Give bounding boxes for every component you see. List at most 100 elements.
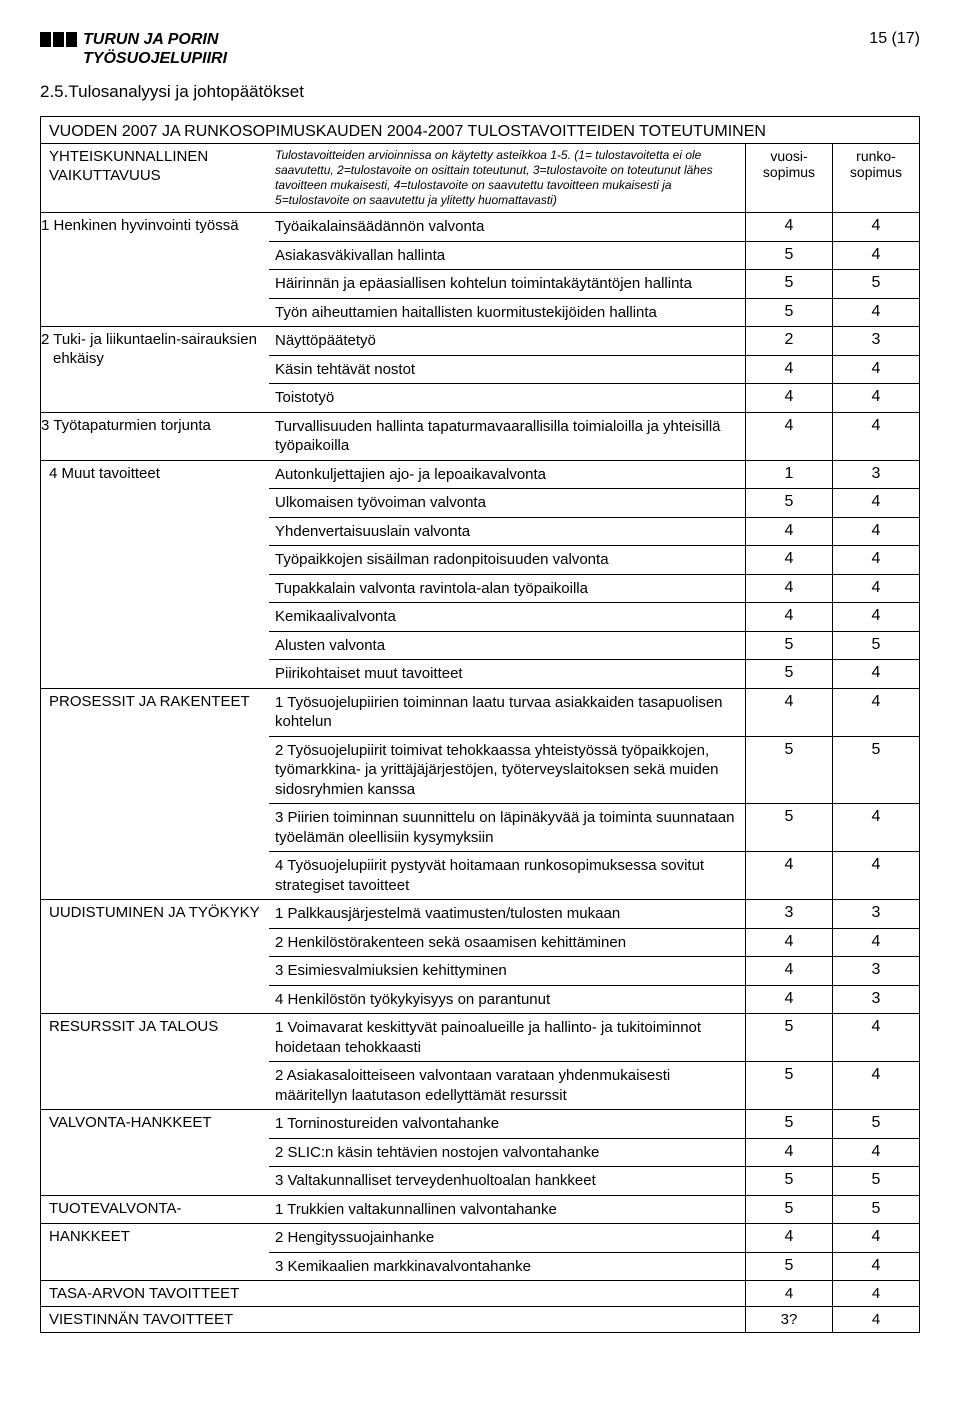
vuosi-value: 4: [746, 384, 833, 413]
vuosi-value: 4: [746, 688, 833, 736]
vuosi-value: 4: [746, 517, 833, 546]
row-text: 3 Kemikaalien markkinavalvontahanke: [269, 1252, 746, 1281]
row-text: Asiakasväkivallan hallinta: [269, 241, 746, 270]
runko-value: 4: [833, 852, 920, 900]
row-text: Piirikohtaiset muut tavoitteet: [269, 660, 746, 689]
org-line2: TYÖSUOJELUPIIRI: [83, 49, 227, 68]
org-title: TURUN JA PORIN TYÖSUOJELUPIIRI: [83, 30, 227, 68]
row-text: 3 Valtakunnalliset terveydenhuoltoalan h…: [269, 1167, 746, 1196]
group-label: 1 Henkinen hyvinvointi työssä: [41, 213, 269, 327]
section-heading: 2.5.Tulosanalyysi ja johtopäätökset: [40, 82, 920, 102]
runko-value: 4: [833, 489, 920, 518]
vuosi-value: 4: [746, 1281, 833, 1307]
row-text: 1 Palkkausjärjestelmä vaatimusten/tulost…: [269, 900, 746, 929]
runko-value: 5: [833, 1195, 920, 1224]
row-text: Näyttöpäätetyö: [269, 327, 746, 356]
org-line1: TURUN JA PORIN: [83, 30, 227, 49]
runko-value: 5: [833, 631, 920, 660]
vuosi-value: 4: [746, 213, 833, 242]
vuosi-value: 4: [746, 928, 833, 957]
runko-value: 4: [833, 384, 920, 413]
row-text: Ulkomaisen työvoiman valvonta: [269, 489, 746, 518]
results-table: YHTEISKUNNALLINEN VAIKUTTAVUUSTulostavoi…: [41, 143, 919, 1332]
footer-label: TASA-ARVON TAVOITTEET: [41, 1281, 746, 1307]
row-text: 1 Voimavarat keskittyvät painoalueille j…: [269, 1014, 746, 1062]
row-text: Työaikalainsäädännön valvonta: [269, 213, 746, 242]
row-text: Toistotyö: [269, 384, 746, 413]
runko-value: 4: [833, 660, 920, 689]
vuosi-value: 4: [746, 985, 833, 1014]
footer-label: VIESTINNÄN TAVOITTEET: [41, 1307, 746, 1333]
runko-value: 4: [833, 1062, 920, 1110]
vuosi-value: 4: [746, 852, 833, 900]
runko-value: 4: [833, 1281, 920, 1307]
group-label: 2 Tuki- ja liikuntaelin-sairauksien ehkä…: [41, 327, 269, 413]
col-head-vuosi: vuosi-sopimus: [746, 144, 833, 213]
runko-value: 5: [833, 1167, 920, 1196]
row-text: 3 Esimiesvalmiuksien kehittyminen: [269, 957, 746, 986]
scale-note: Tulostavoitteiden arvioinnissa on käytet…: [269, 144, 746, 213]
row-text: 1 Työsuojelupiirien toiminnan laatu turv…: [269, 688, 746, 736]
vuosi-value: 4: [746, 957, 833, 986]
group-label: 3 Työtapaturmien torjunta: [41, 412, 269, 460]
row-text: 4 Henkilöstön työkykyisyys on parantunut: [269, 985, 746, 1014]
runko-value: 4: [833, 688, 920, 736]
runko-value: 3: [833, 900, 920, 929]
runko-value: 4: [833, 1138, 920, 1167]
row-text: 3 Piirien toiminnan suunnittelu on läpin…: [269, 804, 746, 852]
col-head-runko: runko-sopimus: [833, 144, 920, 213]
runko-value: 3: [833, 460, 920, 489]
group-label: 4 Muut tavoitteet: [41, 460, 269, 688]
vuosi-value: 5: [746, 489, 833, 518]
vuosi-value: 3?: [746, 1307, 833, 1333]
runko-value: 4: [833, 1252, 920, 1281]
row-text: Yhdenvertaisuuslain valvonta: [269, 517, 746, 546]
vuosi-value: 5: [746, 660, 833, 689]
runko-value: 4: [833, 355, 920, 384]
runko-value: 3: [833, 327, 920, 356]
runko-value: 5: [833, 736, 920, 804]
row-text: 1 Trukkien valtakunnallinen valvontahank…: [269, 1195, 746, 1224]
row-text: Työn aiheuttamien haitallisten kuormitus…: [269, 298, 746, 327]
group-label: YHTEISKUNNALLINEN VAIKUTTAVUUS: [41, 144, 269, 213]
group-label: PROSESSIT JA RAKENTEET: [41, 688, 269, 900]
runko-value: 4: [833, 603, 920, 632]
logo: [40, 32, 77, 47]
runko-value: 4: [833, 241, 920, 270]
vuosi-value: 5: [746, 1110, 833, 1139]
vuosi-value: 4: [746, 1138, 833, 1167]
group-label: RESURSSIT JA TALOUS: [41, 1014, 269, 1110]
row-text: 2 Työsuojelupiirit toimivat tehokkaassa …: [269, 736, 746, 804]
page-header: TURUN JA PORIN TYÖSUOJELUPIIRI 15 (17): [40, 30, 920, 68]
group-label: TUOTEVALVONTA-: [41, 1195, 269, 1224]
runko-value: 4: [833, 1014, 920, 1062]
runko-value: 4: [833, 213, 920, 242]
row-text: Alusten valvonta: [269, 631, 746, 660]
vuosi-value: 5: [746, 1167, 833, 1196]
runko-value: 3: [833, 985, 920, 1014]
row-text: 1 Torninostureiden valvontahanke: [269, 1110, 746, 1139]
vuosi-value: 4: [746, 1224, 833, 1253]
vuosi-value: 4: [746, 412, 833, 460]
row-text: 2 Asiakasaloitteiseen valvontaan varataa…: [269, 1062, 746, 1110]
runko-value: 5: [833, 1110, 920, 1139]
page-number: 15 (17): [869, 30, 920, 48]
row-text: Turvallisuuden hallinta tapaturmavaarall…: [269, 412, 746, 460]
group-label: HANKKEET: [41, 1224, 269, 1281]
row-text: 2 Henkilöstörakenteen sekä osaamisen keh…: [269, 928, 746, 957]
row-text: Autonkuljettajien ajo- ja lepoaikavalvon…: [269, 460, 746, 489]
row-text: 2 Hengityssuojainhanke: [269, 1224, 746, 1253]
row-text: Käsin tehtävät nostot: [269, 355, 746, 384]
vuosi-value: 5: [746, 241, 833, 270]
vuosi-value: 5: [746, 298, 833, 327]
vuosi-value: 5: [746, 736, 833, 804]
row-text: 2 SLIC:n käsin tehtävien nostojen valvon…: [269, 1138, 746, 1167]
vuosi-value: 5: [746, 270, 833, 299]
runko-value: 4: [833, 574, 920, 603]
row-text: 4 Työsuojelupiirit pystyvät hoitamaan ru…: [269, 852, 746, 900]
runko-value: 5: [833, 270, 920, 299]
row-text: Tupakkalain valvonta ravintola-alan työp…: [269, 574, 746, 603]
runko-value: 4: [833, 804, 920, 852]
results-box: VUODEN 2007 JA RUNKOSOPIMUSKAUDEN 2004-2…: [40, 116, 920, 1333]
vuosi-value: 5: [746, 631, 833, 660]
